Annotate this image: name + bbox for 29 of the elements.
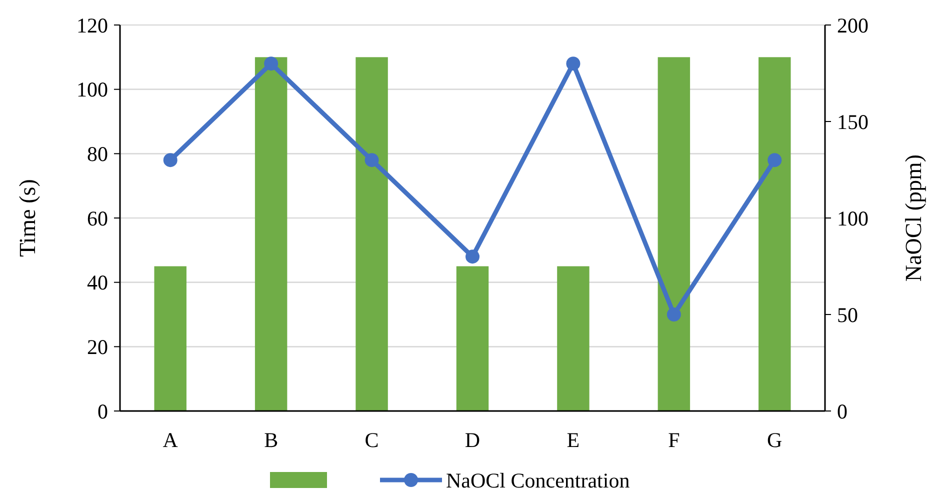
y2-tick-label: 100 bbox=[837, 206, 868, 230]
y-tick-label: 60 bbox=[87, 206, 108, 230]
x-tick-label: F bbox=[668, 428, 680, 452]
y-tick-label: 80 bbox=[87, 142, 108, 166]
point bbox=[163, 153, 178, 168]
y-tick-label: 20 bbox=[87, 335, 108, 360]
y2-tick-label: 200 bbox=[837, 13, 868, 38]
x-tick-label: C bbox=[364, 428, 379, 452]
legend-label: NaOCl Concentration bbox=[446, 468, 630, 492]
point bbox=[364, 153, 379, 168]
x-tick-label: D bbox=[464, 428, 480, 452]
x-tick-label: E bbox=[566, 428, 580, 452]
y-tick-label: 0 bbox=[98, 399, 108, 424]
y-tick-label: 120 bbox=[76, 13, 108, 38]
point bbox=[666, 308, 681, 322]
x-tick-label: G bbox=[767, 428, 782, 452]
point bbox=[566, 56, 580, 71]
point bbox=[466, 250, 480, 264]
y2-tick-label: 0 bbox=[837, 399, 848, 424]
y2-tick-label: 50 bbox=[837, 302, 858, 327]
x-tick-label: B bbox=[264, 428, 278, 452]
point bbox=[768, 153, 782, 168]
point bbox=[264, 56, 278, 71]
y-tick-label: 100 bbox=[76, 78, 108, 102]
x-tick-label: A bbox=[162, 428, 179, 452]
y2-tick-label: 150 bbox=[837, 110, 868, 134]
y2-axis-title: NaOCl (ppm) bbox=[901, 154, 926, 282]
y-tick-label: 40 bbox=[87, 270, 108, 295]
y-axis-title: Time (s) bbox=[15, 179, 40, 257]
